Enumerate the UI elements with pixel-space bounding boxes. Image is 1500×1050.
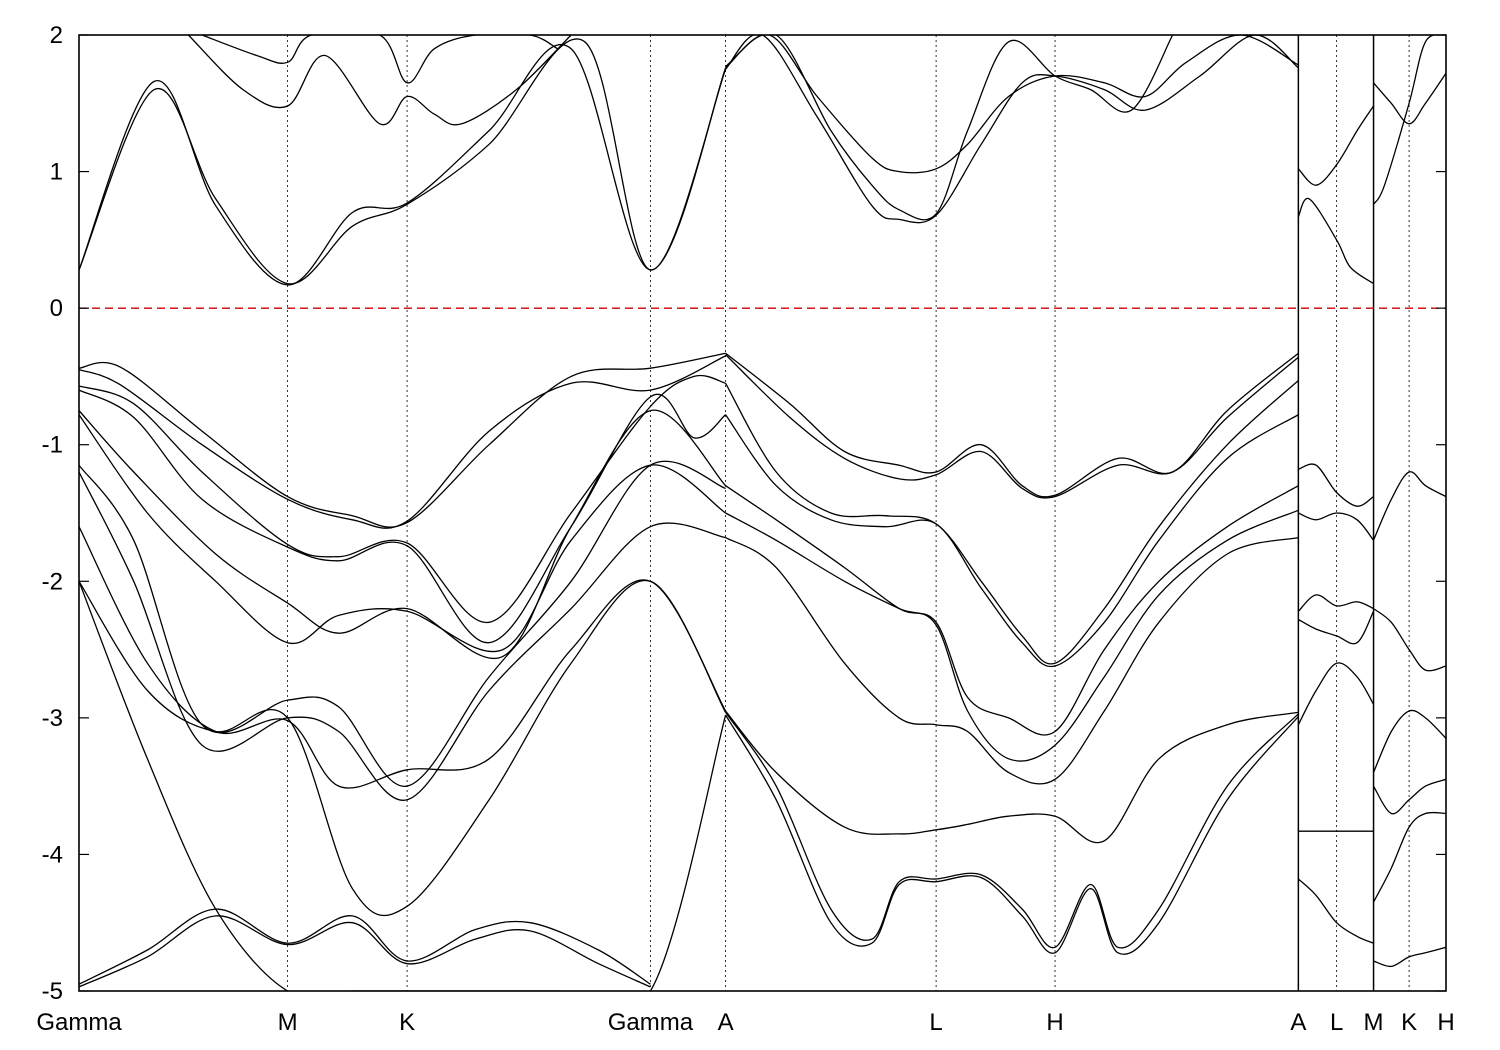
band-line-39 xyxy=(1297,662,1375,725)
x-tick-label: M xyxy=(1364,1009,1384,1036)
band-line-38 xyxy=(1298,611,1375,645)
band-line-25 xyxy=(725,352,1299,498)
band-line-7 xyxy=(725,35,1174,221)
x-tick-label: L xyxy=(1330,1009,1343,1036)
band-line-15 xyxy=(79,389,727,644)
plot-frame xyxy=(78,34,1447,992)
y-tick-label: -2 xyxy=(42,568,63,595)
band-line-46 xyxy=(1372,811,1446,903)
y-tick-label: 2 xyxy=(50,22,63,49)
band-line-10 xyxy=(1373,72,1446,125)
x-axis-ticks: Gamma M K Gamma A L H A L M K H xyxy=(36,1009,1454,1036)
x-tick-label: Gamma xyxy=(608,1009,694,1036)
x-tick-label: A xyxy=(1290,1009,1306,1036)
band-line-2 xyxy=(79,44,727,286)
x-tick-label: L xyxy=(929,1009,942,1036)
band-line-4 xyxy=(201,35,558,84)
segment-break-lines xyxy=(1297,35,1375,991)
y-axis-ticks: -5 -4 -3 -2 -1 0 1 2 xyxy=(42,22,1446,1005)
band-line-13 xyxy=(79,355,726,529)
band-line-43 xyxy=(1373,608,1446,672)
band-line-9 xyxy=(1297,105,1375,186)
band-line-35 xyxy=(1298,463,1374,507)
kpoint-grid-lines xyxy=(287,35,1410,991)
band-line-30 xyxy=(725,509,1299,762)
band-lines xyxy=(79,35,1446,991)
band-line-47 xyxy=(1373,946,1446,968)
y-tick-label: 0 xyxy=(50,295,63,322)
band-line-14 xyxy=(79,374,726,623)
band-line-8 xyxy=(1297,197,1374,285)
band-line-21 xyxy=(79,579,727,916)
band-line-36 xyxy=(1298,512,1375,541)
band-line-11 xyxy=(1372,35,1446,205)
x-tick-label: M xyxy=(278,1009,298,1036)
band-line-5 xyxy=(725,35,1299,224)
x-tick-label: H xyxy=(1437,1009,1454,1036)
band-line-42 xyxy=(1372,471,1446,541)
x-tick-label: H xyxy=(1046,1009,1063,1036)
band-line-26 xyxy=(725,354,1299,499)
band-line-45 xyxy=(1372,778,1446,815)
band-line-16 xyxy=(79,409,727,660)
x-tick-label: A xyxy=(718,1009,734,1036)
band-line-24 xyxy=(79,915,651,988)
y-tick-label: -4 xyxy=(42,841,63,868)
band-line-23 xyxy=(79,908,651,985)
band-line-28 xyxy=(725,414,1299,668)
y-tick-label: -5 xyxy=(42,978,63,1005)
band-line-20 xyxy=(79,526,727,789)
band-line-6 xyxy=(725,35,1299,174)
band-line-44 xyxy=(1372,709,1446,773)
y-tick-label: 1 xyxy=(50,159,63,186)
band-line-1 xyxy=(79,38,727,285)
band-line-27 xyxy=(725,380,1299,665)
x-tick-label: K xyxy=(399,1009,415,1036)
y-tick-label: -1 xyxy=(42,432,63,459)
y-tick-label: -3 xyxy=(42,705,63,732)
band-line-18 xyxy=(79,460,726,787)
x-tick-label: K xyxy=(1401,1009,1417,1036)
band-line-34 xyxy=(725,714,1299,955)
band-line-41 xyxy=(1297,878,1374,944)
band-line-17 xyxy=(79,414,726,653)
band-line-37 xyxy=(1297,594,1374,612)
band-line-29 xyxy=(725,485,1299,736)
band-line-19 xyxy=(79,471,726,801)
band-line-32 xyxy=(725,710,1299,844)
band-line-22 xyxy=(79,581,727,991)
band-line-31 xyxy=(725,536,1299,785)
band-line-12 xyxy=(79,352,726,528)
band-line-3 xyxy=(187,35,572,126)
x-tick-label: Gamma xyxy=(36,1009,122,1036)
band-line-33 xyxy=(725,712,1299,949)
